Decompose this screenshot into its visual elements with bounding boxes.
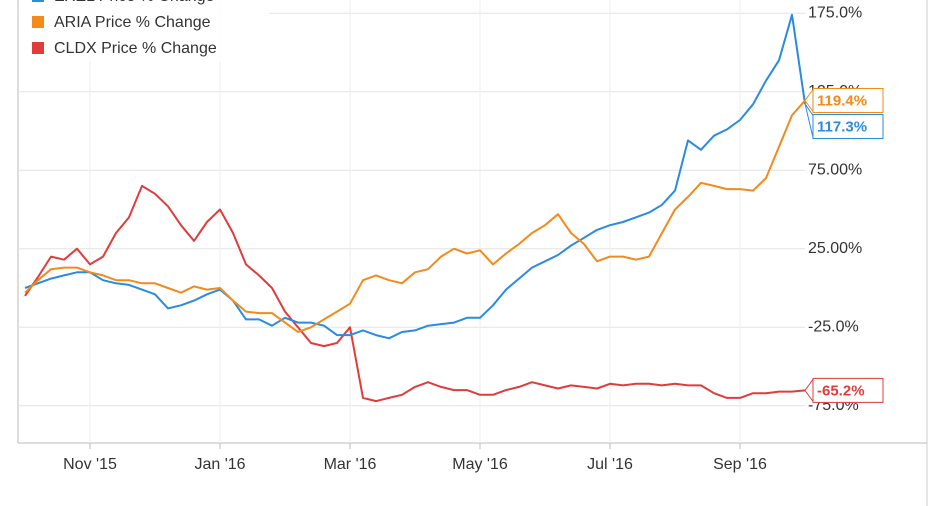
- x-tick-label: May '16: [452, 456, 508, 473]
- y-tick-label: 75.00%: [808, 161, 862, 178]
- value-label-box: [812, 114, 884, 140]
- series-line: [24, 13, 806, 340]
- value-label: -65.2%: [817, 382, 865, 399]
- x-tick-label: Jul '16: [587, 456, 633, 473]
- series-line: [24, 184, 806, 403]
- legend-swatch: [32, 16, 44, 28]
- value-label-box: [812, 88, 884, 114]
- x-tick-label: Nov '15: [63, 456, 117, 473]
- value-label: 119.4%: [817, 92, 867, 109]
- y-tick-label: -25.0%: [808, 318, 859, 335]
- y-tick-label: 25.00%: [808, 240, 862, 257]
- legend-swatch: [32, 42, 44, 54]
- legend-label: EXEL Price % Change: [54, 0, 214, 5]
- legend: EXEL Price % Change ARIA Price % Change CL…: [19, 0, 269, 62]
- legend-box: [19, 0, 269, 62]
- value-label-box: [812, 377, 884, 403]
- y-tick-label: 175.0%: [808, 4, 862, 21]
- legend-label: ARIA Price % Change: [54, 14, 211, 31]
- legend-swatch: [32, 0, 44, 2]
- value-label: 117.3%: [817, 118, 867, 135]
- series-line: [24, 99, 806, 333]
- x-tick-label: Sep '16: [713, 456, 767, 473]
- x-tick-label: Mar '16: [324, 456, 377, 473]
- legend-label: CLDX Price % Change: [54, 40, 217, 57]
- x-tick-label: Jan '16: [194, 456, 245, 473]
